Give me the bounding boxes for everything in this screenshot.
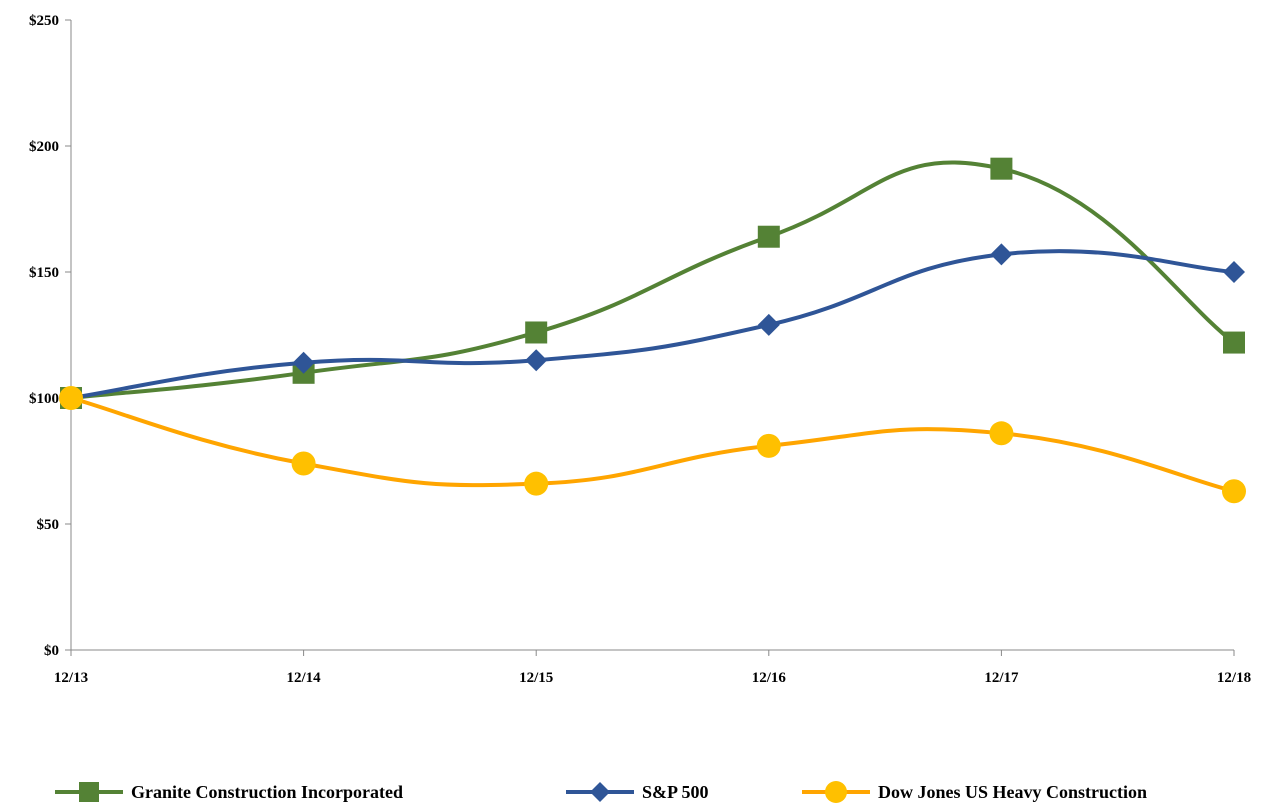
data-point-circle <box>1222 479 1246 504</box>
legend-label: Granite Construction Incorporated <box>131 782 403 802</box>
legend-swatch-marker <box>590 782 610 802</box>
x-tick-label: 12/13 <box>54 670 88 686</box>
y-tick-label: $0 <box>44 643 59 659</box>
legend-circle-marker-icon <box>802 781 870 803</box>
legend-item-dow-jones: Dow Jones US Heavy Construction <box>802 780 1147 805</box>
series-line <box>70 396 1235 494</box>
line-chart: $0 $50 $100 $150 $200 $250 12/13 12/14 12/15 12/1… <box>29 13 1251 686</box>
series-1 <box>60 243 1245 409</box>
data-point-circle <box>524 471 549 496</box>
data-point-circle <box>989 421 1014 446</box>
chart-legend: Granite Construction Incorporated S&P 50… <box>0 780 1261 805</box>
data-point-diamond <box>757 313 780 336</box>
legend-swatch-marker <box>79 782 99 802</box>
y-tick-label: $150 <box>29 265 59 281</box>
x-tick-label: 12/17 <box>984 670 1019 686</box>
x-tick-label: 12/16 <box>752 670 787 686</box>
legend-item-granite: Granite Construction Incorporated <box>55 780 403 805</box>
data-point-diamond <box>292 351 315 374</box>
data-point-square <box>525 321 548 344</box>
legend-square-marker-icon <box>55 782 123 802</box>
series-2 <box>59 386 1246 504</box>
y-tick-label: $250 <box>29 13 59 29</box>
series-line <box>70 160 1236 400</box>
x-tick-label: 12/18 <box>1217 670 1251 686</box>
legend-label: Dow Jones US Heavy Construction <box>878 782 1148 802</box>
legend-label: S&P 500 <box>642 782 709 802</box>
x-tick-label: 12/15 <box>519 670 553 686</box>
y-tick-label: $50 <box>37 517 60 533</box>
data-point-circle <box>756 433 781 458</box>
chart-axes: $0 $50 $100 $150 $200 $250 12/13 12/14 12/15 12/1… <box>29 13 1251 686</box>
data-point-circle <box>291 451 316 476</box>
legend-item-sp500: S&P 500 <box>566 780 709 805</box>
legend-swatch-marker <box>825 781 847 803</box>
data-point-diamond <box>525 349 548 372</box>
chart-series <box>59 157 1246 504</box>
legend-diamond-marker-icon <box>566 782 634 802</box>
data-point-square <box>1223 331 1245 354</box>
data-point-square <box>990 157 1013 180</box>
y-tick-label: $200 <box>29 139 59 155</box>
data-point-diamond <box>990 243 1013 266</box>
data-point-diamond <box>1223 261 1245 283</box>
x-tick-label: 12/14 <box>287 670 322 686</box>
y-tick-label: $100 <box>29 391 59 407</box>
data-point-circle <box>59 386 83 410</box>
data-point-square <box>757 225 780 248</box>
series-line <box>70 249 1235 400</box>
